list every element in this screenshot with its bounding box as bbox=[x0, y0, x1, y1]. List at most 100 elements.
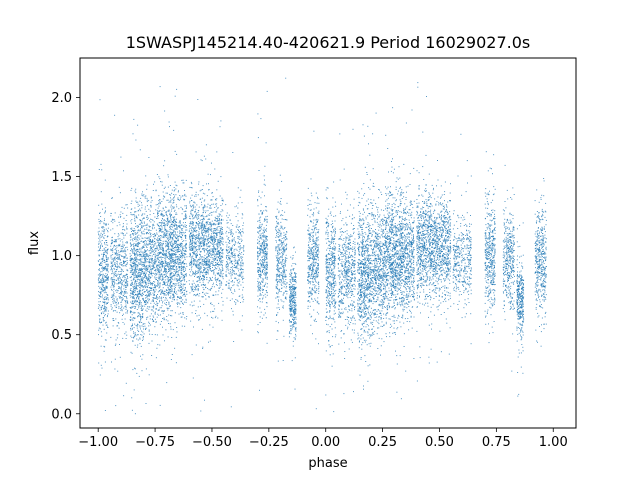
data-point bbox=[146, 255, 148, 257]
data-point bbox=[142, 297, 144, 299]
data-point bbox=[154, 258, 156, 260]
data-point bbox=[115, 275, 116, 277]
data-point bbox=[150, 233, 152, 234]
data-point bbox=[152, 190, 154, 191]
data-point bbox=[142, 298, 143, 300]
data-point bbox=[334, 238, 336, 240]
data-point bbox=[133, 278, 135, 280]
data-point bbox=[328, 318, 330, 319]
data-point bbox=[102, 259, 103, 261]
data-point bbox=[382, 303, 384, 305]
data-point bbox=[166, 316, 168, 317]
data-point bbox=[344, 255, 346, 257]
data-point bbox=[370, 286, 372, 288]
data-point bbox=[149, 315, 151, 317]
data-point bbox=[107, 268, 108, 270]
data-point bbox=[377, 268, 379, 270]
data-point bbox=[138, 305, 139, 307]
data-point bbox=[372, 282, 374, 284]
data-point bbox=[100, 291, 102, 293]
data-point bbox=[151, 200, 153, 202]
data-point bbox=[155, 269, 156, 271]
data-point bbox=[348, 348, 350, 350]
data-point bbox=[338, 293, 339, 295]
data-point bbox=[376, 314, 378, 315]
data-point bbox=[102, 208, 103, 210]
data-point bbox=[379, 266, 381, 268]
data-point bbox=[327, 271, 329, 273]
data-point bbox=[116, 225, 118, 227]
data-point bbox=[100, 307, 102, 309]
data-point bbox=[380, 209, 382, 211]
data-point bbox=[173, 270, 175, 272]
data-point bbox=[125, 204, 127, 206]
data-point bbox=[121, 281, 123, 283]
data-point bbox=[357, 310, 359, 312]
data-point bbox=[150, 248, 152, 250]
data-point bbox=[350, 318, 352, 320]
data-point bbox=[383, 244, 385, 246]
data-point bbox=[136, 257, 138, 259]
data-point bbox=[357, 267, 359, 268]
data-point bbox=[137, 325, 139, 327]
data-point bbox=[149, 249, 151, 251]
data-point bbox=[329, 316, 331, 318]
data-point bbox=[360, 291, 362, 293]
data-point bbox=[98, 254, 100, 256]
data-point bbox=[146, 184, 148, 186]
data-point bbox=[369, 295, 371, 297]
data-point bbox=[102, 245, 103, 247]
data-point bbox=[326, 296, 328, 298]
data-point bbox=[145, 284, 147, 286]
data-point bbox=[383, 280, 385, 282]
data-point bbox=[150, 274, 152, 275]
data-point bbox=[370, 257, 372, 259]
data-point bbox=[384, 285, 386, 287]
data-point bbox=[143, 194, 145, 196]
data-point bbox=[369, 225, 371, 226]
data-point bbox=[140, 225, 142, 227]
data-point bbox=[378, 288, 380, 290]
data-point bbox=[137, 241, 139, 243]
data-point bbox=[100, 258, 102, 260]
data-point bbox=[131, 300, 133, 302]
data-point bbox=[116, 300, 118, 302]
data-point bbox=[133, 273, 135, 275]
data-point bbox=[107, 244, 109, 246]
data-point bbox=[145, 309, 147, 311]
data-point bbox=[115, 241, 117, 243]
data-point bbox=[121, 293, 123, 295]
data-point bbox=[104, 307, 106, 309]
data-point bbox=[351, 267, 352, 269]
data-point bbox=[380, 249, 382, 251]
data-point bbox=[146, 227, 148, 229]
data-point bbox=[326, 272, 327, 274]
data-point bbox=[143, 300, 145, 301]
data-point bbox=[114, 305, 116, 307]
data-point bbox=[132, 240, 134, 242]
data-point bbox=[150, 204, 152, 206]
data-point bbox=[126, 264, 128, 265]
data-point bbox=[142, 286, 144, 288]
data-point bbox=[161, 252, 163, 254]
data-point bbox=[362, 239, 363, 241]
data-point bbox=[147, 278, 149, 280]
data-point bbox=[326, 304, 328, 306]
data-point bbox=[362, 248, 364, 250]
data-point bbox=[139, 281, 141, 283]
data-point bbox=[339, 231, 341, 233]
data-point bbox=[359, 263, 361, 265]
data-point bbox=[144, 249, 146, 251]
data-point bbox=[359, 273, 361, 274]
data-point bbox=[142, 313, 144, 315]
data-point bbox=[347, 269, 349, 270]
data-point bbox=[132, 262, 134, 264]
data-point bbox=[105, 276, 107, 278]
data-point bbox=[158, 176, 160, 178]
data-point bbox=[376, 291, 378, 293]
data-point bbox=[118, 282, 119, 284]
data-point bbox=[106, 299, 108, 301]
data-point bbox=[116, 311, 118, 313]
data-point bbox=[123, 207, 125, 209]
data-point bbox=[368, 343, 370, 345]
